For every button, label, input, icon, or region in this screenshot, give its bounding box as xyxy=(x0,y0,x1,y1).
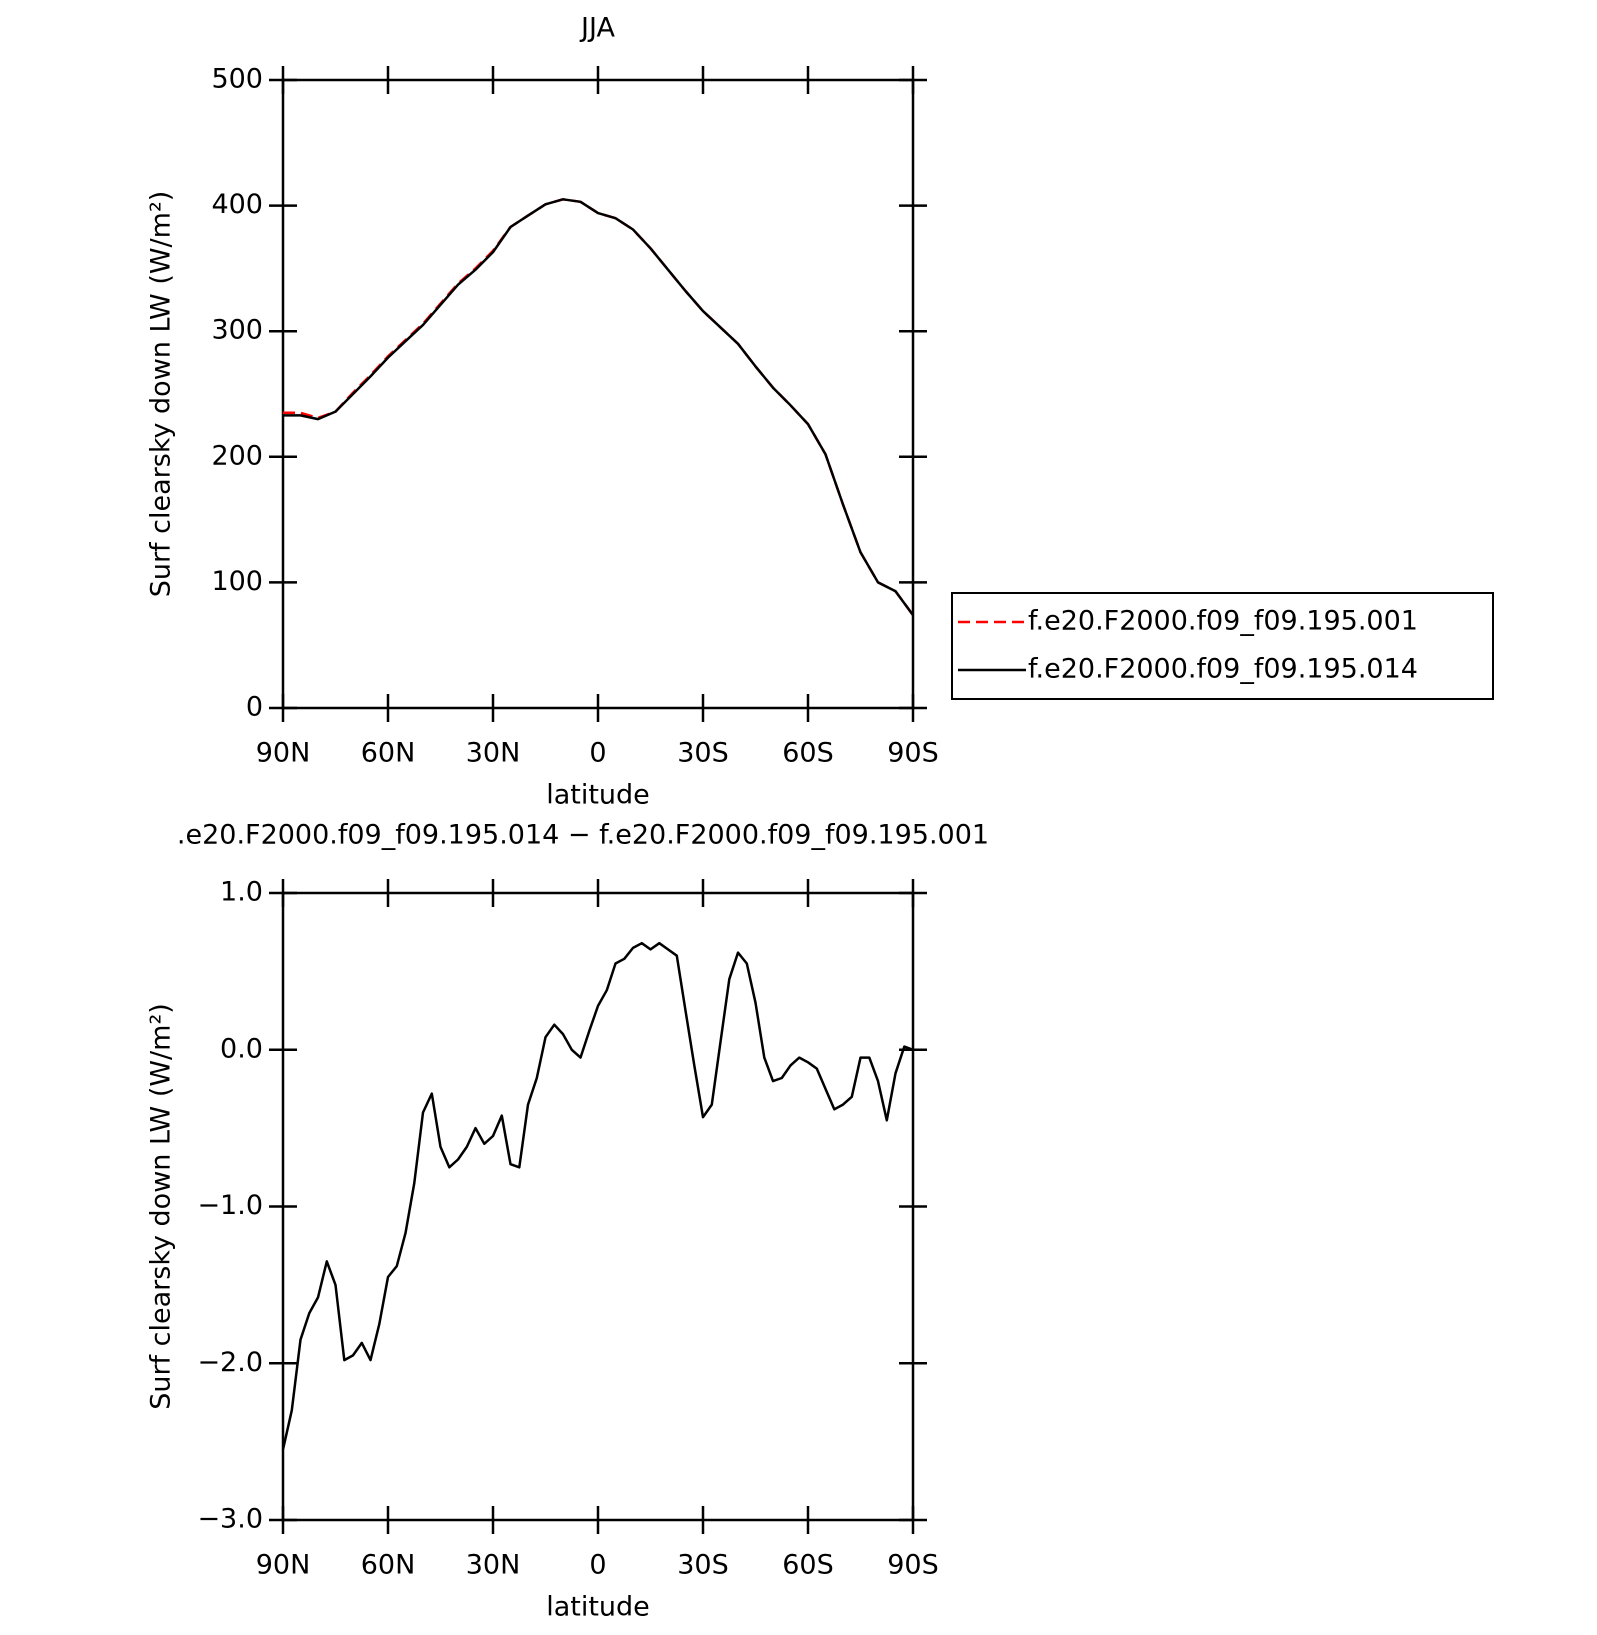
y-tick-label: 0.0 xyxy=(220,1033,263,1064)
legend-box xyxy=(951,592,1494,700)
x-tick-label: 90N xyxy=(256,738,311,769)
y-tick-label: −1.0 xyxy=(197,1190,263,1221)
x-tick-label: 60N xyxy=(361,738,416,769)
plot-frame xyxy=(281,891,915,1522)
x-tick-label: 90N xyxy=(256,1550,311,1581)
y-tick-label: −3.0 xyxy=(197,1504,263,1535)
y-tick-label: 300 xyxy=(211,315,263,346)
x-tick-label: 60S xyxy=(782,738,834,769)
x-tick-label: 30S xyxy=(677,1550,729,1581)
x-tick-label: 0 xyxy=(589,1550,606,1581)
legend-label: f.e20.F2000.f09_f09.195.001 xyxy=(1028,606,1418,637)
y-axis-label: Surf clearsky down LW (W/m²) xyxy=(146,1003,177,1410)
y-tick-label: −2.0 xyxy=(197,1347,263,1378)
y-tick-label: 400 xyxy=(211,189,263,220)
y-tick-label: 0 xyxy=(246,692,263,723)
y-tick-label: 100 xyxy=(211,566,263,597)
y-tick-label: 500 xyxy=(211,64,263,95)
plot-frame xyxy=(281,78,915,710)
chart-title: .e20.F2000.f09_f09.195.014 − f.e20.F2000… xyxy=(177,820,989,851)
chart-title: JJA xyxy=(579,13,615,44)
x-tick-label: 30N xyxy=(466,1550,521,1581)
x-tick-label: 30N xyxy=(466,738,521,769)
data-line xyxy=(283,198,915,616)
x-tick-label: 0 xyxy=(589,738,606,769)
x-tick-label: 60N xyxy=(361,1550,416,1581)
x-axis-label: latitude xyxy=(546,780,650,811)
y-tick-label: 200 xyxy=(211,440,263,471)
x-tick-label: 90S xyxy=(887,738,939,769)
y-tick-label: 1.0 xyxy=(220,877,263,908)
x-tick-label: 90S xyxy=(887,1550,939,1581)
legend-label: f.e20.F2000.f09_f09.195.014 xyxy=(1028,654,1418,685)
x-axis-label: latitude xyxy=(546,1592,650,1623)
x-tick-label: 60S xyxy=(782,1550,834,1581)
x-tick-label: 30S xyxy=(677,738,729,769)
data-line xyxy=(283,198,915,616)
data-line xyxy=(281,941,914,1450)
y-axis-label: Surf clearsky down LW (W/m²) xyxy=(146,191,177,598)
